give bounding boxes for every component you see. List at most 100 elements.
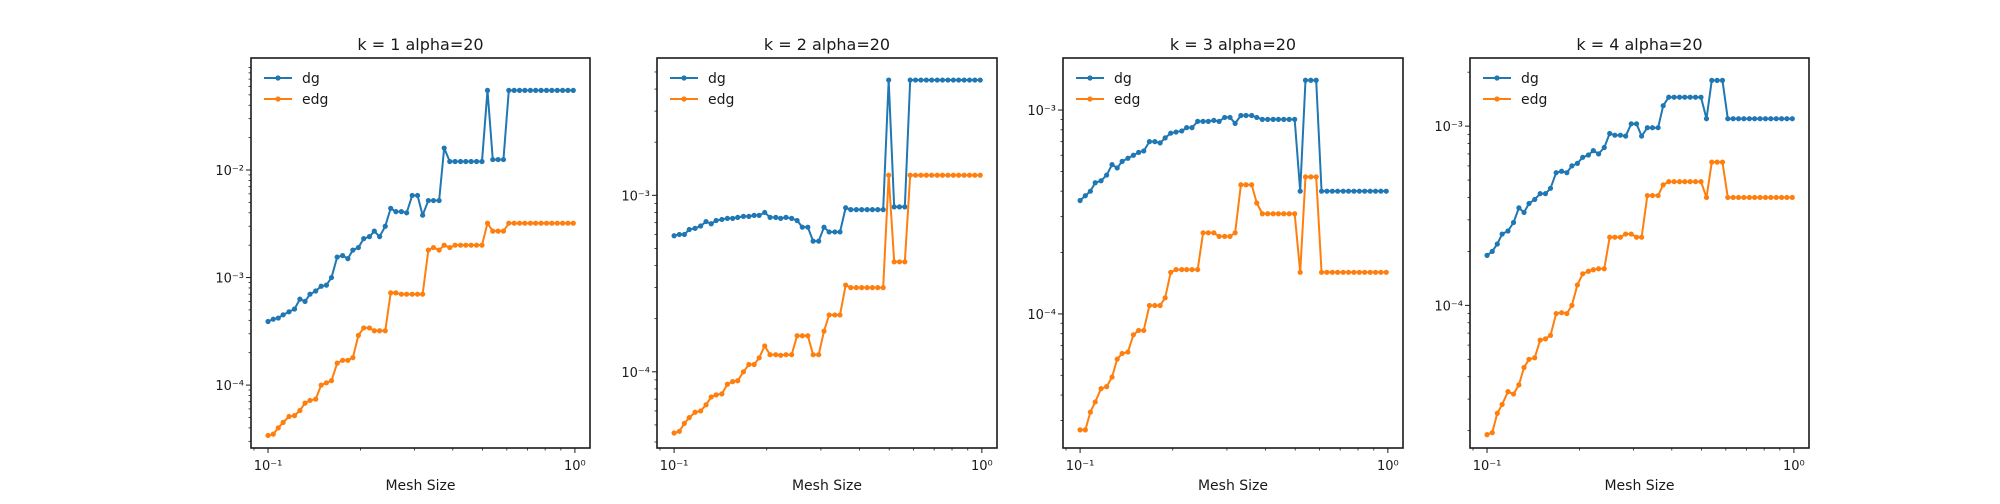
data-point-dg	[1564, 170, 1570, 176]
data-point-dg	[1179, 128, 1185, 134]
data-point-edg	[934, 172, 940, 178]
data-point-edg	[1270, 211, 1276, 217]
data-point-dg	[297, 296, 303, 302]
data-point-edg	[907, 172, 913, 178]
data-point-edg	[318, 382, 324, 388]
data-point-edg	[1275, 211, 1282, 217]
data-point-dg	[1612, 132, 1618, 138]
data-point-dg	[1340, 188, 1346, 194]
data-point-dg	[1779, 116, 1785, 122]
data-point-edg	[1784, 194, 1790, 201]
data-point-dg	[1195, 118, 1201, 124]
data-point-dg	[463, 158, 469, 165]
data-point-edg	[1292, 211, 1298, 217]
data-point-edg	[977, 172, 983, 178]
series-dg	[671, 77, 983, 244]
data-point-dg	[703, 218, 709, 225]
data-point-edg	[719, 391, 725, 397]
data-point-edg	[291, 413, 298, 419]
data-point-dg	[1125, 155, 1131, 161]
data-point-dg	[286, 309, 292, 315]
data-point-dg	[880, 207, 886, 213]
data-point-dg	[340, 252, 346, 259]
data-point-dg	[1752, 116, 1758, 122]
y-tick-label: 10⁻⁴	[621, 366, 650, 381]
data-point-dg	[538, 87, 544, 93]
data-point-dg	[1709, 77, 1715, 83]
subplot-2: k = 2 alpha=20 Mesh Size 10⁻¹ 10⁰ 10⁻⁴ 10⁻³ dg…	[621, 35, 998, 494]
data-point-dg	[778, 215, 784, 221]
legend: dg edg	[1076, 71, 1140, 108]
data-point-dg	[1757, 116, 1763, 122]
data-point-edg	[853, 285, 859, 291]
data-point-dg	[565, 87, 571, 93]
data-point-edg	[560, 220, 566, 226]
data-point-edg	[1189, 266, 1195, 273]
data-point-edg	[414, 291, 421, 297]
data-point-dg	[409, 192, 415, 199]
data-point-dg	[270, 316, 276, 322]
data-point-edg	[377, 328, 383, 334]
series-dg	[265, 87, 576, 325]
data-point-dg	[816, 238, 822, 244]
data-point-dg	[1205, 118, 1211, 124]
data-point-dg	[1768, 116, 1774, 122]
series-edg	[1077, 174, 1389, 433]
data-point-edg	[1286, 211, 1292, 217]
data-point-dg	[945, 77, 951, 83]
data-point-edg	[891, 259, 897, 265]
data-point-dg	[479, 158, 485, 165]
data-point-edg	[393, 290, 399, 296]
data-point-edg	[355, 332, 361, 338]
data-point-dg	[832, 229, 838, 235]
data-point-edg	[345, 357, 351, 363]
data-point-edg	[1114, 356, 1120, 362]
data-point-edg	[1773, 194, 1779, 201]
data-point-edg	[495, 228, 501, 234]
data-point-dg	[864, 207, 870, 213]
data-point-dg	[1292, 116, 1298, 122]
data-point-dg	[762, 209, 768, 216]
data-point-dg	[328, 274, 335, 281]
data-point-dg	[1596, 151, 1602, 157]
data-point-edg	[1340, 269, 1346, 275]
subplot-3: k = 3 alpha=20 Mesh Size 10⁻¹ 10⁰ 10⁻⁴ 10⁻³ dg…	[1027, 35, 1404, 494]
data-point-dg	[425, 197, 431, 204]
legend-marker-dg	[275, 75, 281, 81]
data-point-dg	[1378, 188, 1384, 194]
data-point-edg	[1779, 194, 1785, 201]
data-point-edg	[1714, 159, 1720, 165]
data-point-edg	[1378, 269, 1384, 275]
data-point-edg	[1125, 349, 1131, 355]
subplot-title: k = 1 alpha=20	[357, 35, 483, 54]
data-point-edg	[1216, 233, 1222, 240]
data-point-edg	[826, 312, 832, 318]
data-point-dg	[1281, 116, 1287, 122]
legend-marker-edg	[1087, 96, 1093, 102]
data-point-edg	[902, 259, 908, 265]
series-line-edg	[1080, 175, 1387, 431]
data-point-dg	[1232, 120, 1238, 126]
data-point-edg	[1628, 231, 1634, 237]
data-point-edg	[1510, 391, 1517, 397]
data-point-edg	[1082, 427, 1088, 433]
data-point-edg	[549, 220, 555, 226]
data-point-dg	[1510, 219, 1517, 226]
data-point-dg	[1719, 77, 1726, 83]
data-point-edg	[280, 419, 286, 425]
data-point-dg	[334, 254, 340, 260]
data-point-edg	[816, 352, 822, 358]
data-point-dg	[291, 306, 298, 312]
data-point-edg	[961, 172, 967, 178]
data-point-dg	[452, 158, 458, 165]
data-point-dg	[1639, 133, 1645, 139]
data-point-edg	[886, 172, 892, 178]
data-point-edg	[1698, 179, 1704, 185]
data-point-dg	[1590, 148, 1596, 154]
data-point-dg	[1275, 116, 1282, 122]
data-point-dg	[1703, 116, 1710, 122]
data-point-edg	[1623, 231, 1629, 237]
data-point-edg	[313, 396, 319, 402]
data-point-dg	[821, 224, 827, 230]
data-point-dg	[1157, 140, 1163, 146]
